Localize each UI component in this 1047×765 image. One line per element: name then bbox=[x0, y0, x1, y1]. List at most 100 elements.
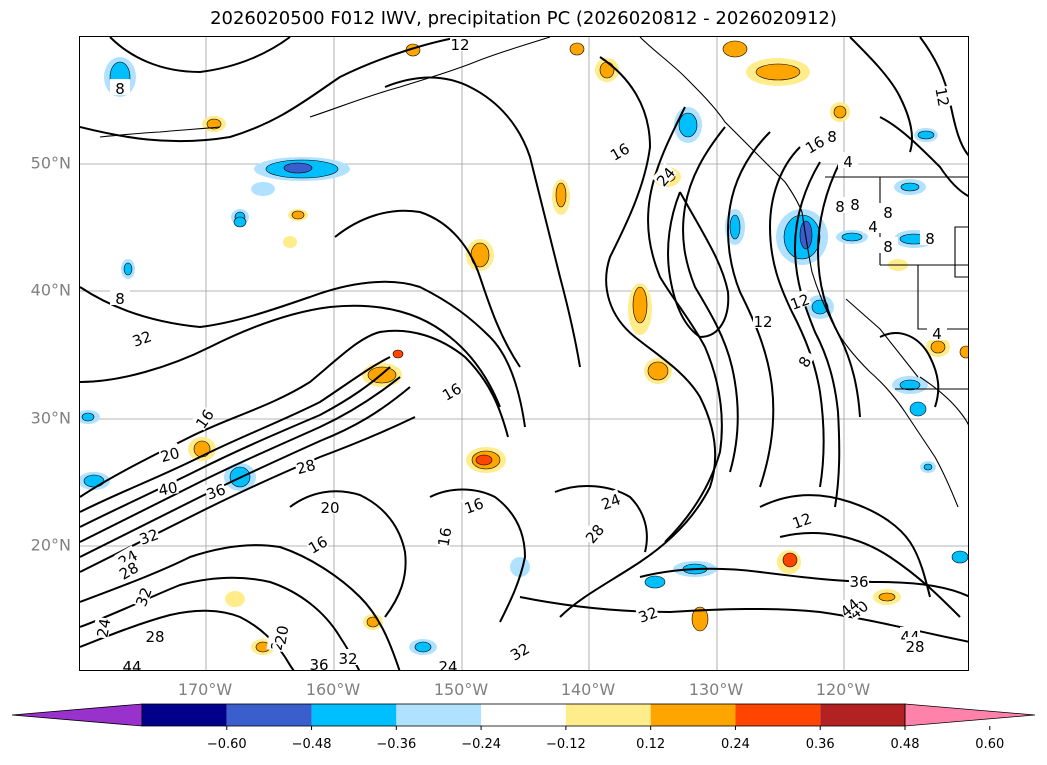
lat-label-30n: 30°N bbox=[30, 408, 71, 428]
contour-line bbox=[80, 37, 461, 143]
contour-line bbox=[769, 146, 825, 488]
precip-patch bbox=[833, 105, 847, 119]
precip-patch bbox=[923, 463, 933, 471]
precip-patch bbox=[951, 550, 968, 564]
precip-patch bbox=[909, 401, 927, 417]
contour-label-bg bbox=[878, 203, 898, 219]
contour-label: 32 bbox=[507, 639, 533, 664]
contour-label-bg bbox=[878, 237, 898, 253]
contour-label-bg bbox=[905, 637, 925, 653]
contour-label: 44 bbox=[122, 658, 141, 671]
contour-label-bg bbox=[203, 479, 228, 502]
precip-patch bbox=[930, 340, 946, 354]
contour-line bbox=[80, 416, 416, 573]
precip-patch bbox=[899, 379, 921, 391]
contour-label-bg bbox=[320, 498, 340, 514]
lon-label-150w: 150°W bbox=[433, 680, 489, 699]
contour-label: 8 bbox=[883, 238, 893, 256]
contour-label-bg bbox=[791, 348, 816, 374]
precip-patch bbox=[729, 214, 741, 240]
contour-line bbox=[519, 596, 968, 643]
contour-label: 16 bbox=[462, 494, 486, 517]
contour-label: 36 bbox=[849, 573, 868, 591]
contour-line bbox=[682, 126, 739, 473]
colorbar-segments bbox=[11, 703, 1036, 730]
precip-patch bbox=[678, 112, 698, 138]
contour-label: 8 bbox=[115, 290, 125, 308]
contour-label-bg bbox=[450, 37, 470, 51]
precip-patch bbox=[599, 61, 615, 79]
contour-line bbox=[639, 567, 968, 598]
contour-label: 12 bbox=[790, 509, 814, 532]
contour-line bbox=[667, 191, 730, 338]
colorbar-segment bbox=[565, 704, 651, 726]
contour-label-bg bbox=[635, 602, 660, 625]
contour-label-bg bbox=[838, 152, 858, 168]
precip-patch bbox=[233, 216, 247, 228]
colorbar-extend-high bbox=[904, 703, 1036, 727]
contour-label: 8 bbox=[827, 128, 837, 146]
coastline-west-coast-us bbox=[801, 211, 906, 413]
contour-line bbox=[80, 609, 295, 670]
colorbar-segment bbox=[142, 704, 227, 726]
contour-label-bg bbox=[438, 657, 458, 670]
coastline-aleutians bbox=[99, 126, 221, 138]
state-border bbox=[917, 265, 968, 330]
contour-line bbox=[727, 131, 775, 488]
colorbar-segment bbox=[735, 704, 821, 726]
state-border bbox=[845, 298, 919, 378]
contour-line bbox=[779, 532, 961, 618]
contour-label-bg bbox=[789, 508, 814, 531]
contour-label: 4 bbox=[932, 325, 942, 343]
lat-label-20n: 20°N bbox=[30, 535, 71, 555]
contour-line bbox=[80, 386, 411, 558]
page-title: 2026020500 F012 IWV, precipitation PC (2… bbox=[210, 8, 837, 29]
contour-line bbox=[80, 366, 391, 528]
precip-patch bbox=[225, 591, 245, 607]
precip-patch bbox=[722, 40, 748, 58]
colorbar-outline bbox=[141, 703, 906, 727]
contour-label-bg bbox=[92, 616, 112, 639]
precip-patch bbox=[291, 210, 305, 220]
contour-line bbox=[794, 161, 841, 508]
contour-label-bg bbox=[433, 525, 453, 548]
contour-label: 28 bbox=[294, 456, 317, 478]
contour-line bbox=[80, 544, 401, 670]
contour-label-bg bbox=[270, 623, 290, 646]
precip-patch bbox=[644, 575, 666, 589]
contour-line bbox=[559, 56, 717, 618]
contour-line bbox=[849, 37, 913, 153]
contour-label-bg bbox=[309, 655, 329, 670]
lat-label-40n: 40°N bbox=[30, 280, 71, 300]
coastline-mexico bbox=[919, 376, 968, 426]
contour-label-bg bbox=[114, 545, 140, 570]
contour-line bbox=[817, 161, 861, 418]
contour-label: 8 bbox=[835, 198, 845, 216]
contour-label-bg bbox=[598, 489, 623, 512]
contour-label: 24 bbox=[93, 617, 114, 639]
coastline-british-columbia bbox=[754, 151, 803, 213]
precip-patch bbox=[691, 606, 709, 632]
lon-label-170w: 170°W bbox=[177, 680, 233, 699]
colorbar-tick-label: 0.60 bbox=[975, 737, 1005, 752]
contour-label-bg bbox=[338, 649, 358, 665]
coastline-alaska bbox=[309, 37, 551, 118]
contour-label-bg bbox=[293, 454, 318, 476]
precip-patch bbox=[900, 182, 920, 192]
contour-label: 40 bbox=[157, 478, 179, 499]
contour-label: 16 bbox=[192, 406, 218, 432]
colorbar-segment bbox=[481, 704, 566, 726]
colorbar-segment bbox=[396, 704, 482, 726]
contour-line bbox=[109, 37, 291, 73]
contour-label-bg bbox=[122, 657, 142, 670]
contour-label-bg bbox=[110, 289, 130, 305]
state-border bbox=[954, 226, 968, 278]
contour-label: 16 bbox=[439, 379, 465, 404]
coastline-southeast-alaska bbox=[639, 37, 756, 153]
contour-label: 12 bbox=[450, 37, 469, 54]
contour-label-bg bbox=[580, 519, 607, 546]
contour-label-bg bbox=[822, 127, 842, 143]
contour-label: 12 bbox=[753, 313, 772, 331]
